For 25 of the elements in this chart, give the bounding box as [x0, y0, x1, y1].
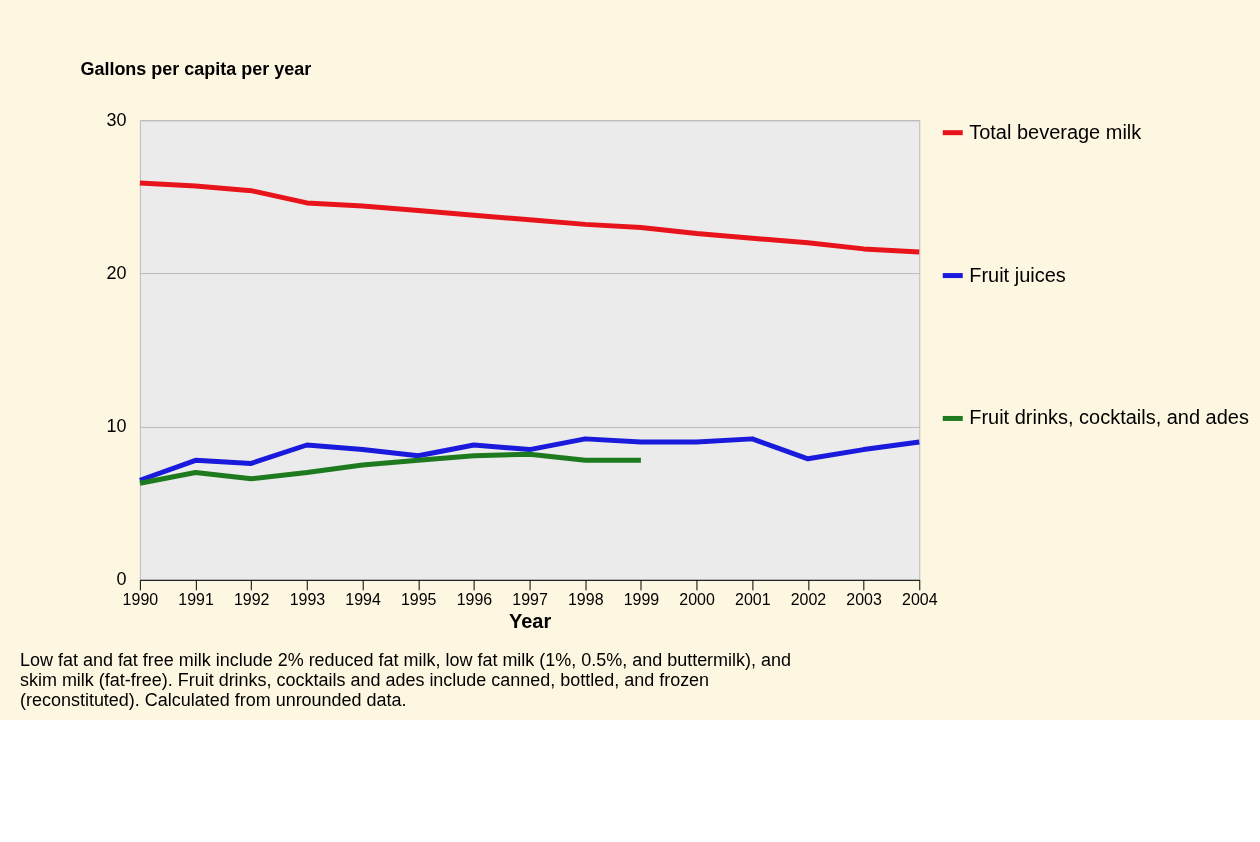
- x-tick-label: 1999: [623, 591, 660, 609]
- x-tick-label: 2000: [679, 591, 715, 609]
- y-tick-label: 10: [106, 416, 127, 437]
- y-tick-label: 30: [106, 109, 127, 130]
- text: Low fat and fat free milk include 2% reduced fat milk, low fat milk (1%, 0.5%, and buttermilk), and skim milk (fat-free). Fruit drinks, cocktails and ades include canned, bottled, and frozen (reconstituted). Calculated from unrounded data.: [19, 649, 791, 710]
- legend-label: Fruit juices: [969, 263, 1066, 286]
- y-tick-label: 0: [116, 569, 127, 590]
- x-tick-label: 1994: [345, 591, 381, 609]
- x-tick-label: 1990: [122, 591, 159, 609]
- x-tick-label: 1998: [567, 591, 604, 609]
- x-tick-label: 2002: [790, 591, 827, 609]
- x-tick-label: 1996: [456, 591, 493, 609]
- y-axis-title: Gallons per capita per year: [80, 58, 312, 79]
- x-tick-label: 2003: [846, 591, 882, 609]
- x-tick-label: 1993: [289, 591, 326, 609]
- x-tick-label: 2001: [734, 591, 771, 609]
- x-tick-label: 1997: [512, 591, 548, 609]
- x-tick-label: 2004: [902, 591, 938, 609]
- legend-label: Total beverage milk: [969, 120, 1143, 143]
- x-axis-title: Year: [508, 610, 552, 633]
- y-tick-label: 20: [106, 262, 127, 283]
- x-tick-label: 1992: [233, 591, 270, 609]
- x-tick-label: 1991: [178, 591, 214, 609]
- x-tick-label: 1995: [400, 591, 437, 609]
- legend-label: Fruit drinks, cocktails, and ades: [969, 406, 1249, 429]
